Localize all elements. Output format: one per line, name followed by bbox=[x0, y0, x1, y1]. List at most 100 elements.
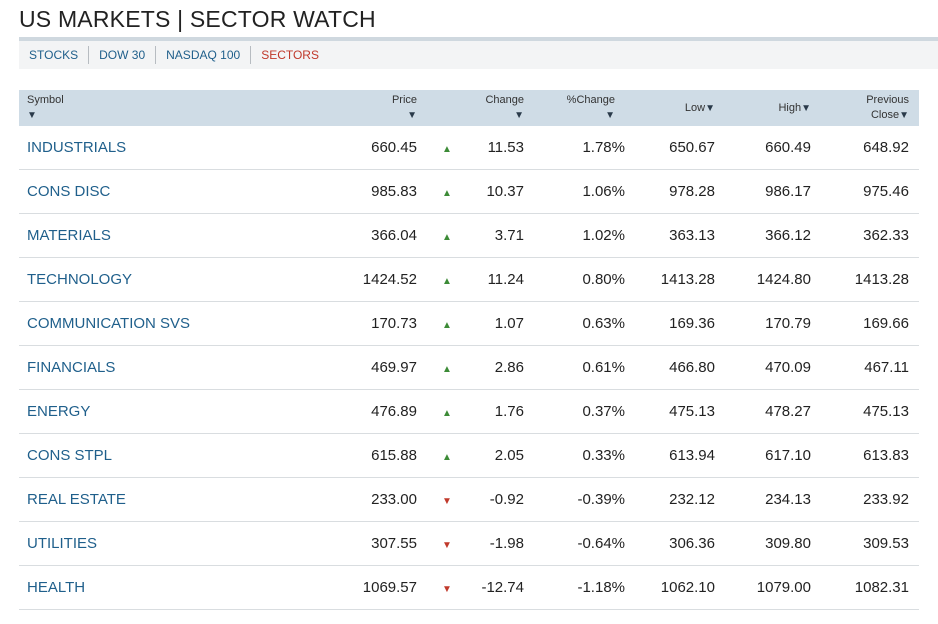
high-cell: 170.79 bbox=[765, 315, 811, 332]
pct-change-cell: 0.37% bbox=[582, 403, 625, 420]
header-low[interactable]: Low▼ bbox=[645, 101, 715, 116]
header-symbol[interactable]: Symbol ▼ bbox=[27, 93, 64, 123]
sort-down-arrow-icon: ▼ bbox=[27, 110, 37, 121]
nav-dow30[interactable]: DOW 30 bbox=[89, 46, 157, 64]
nav-nasdaq100[interactable]: NASDAQ 100 bbox=[156, 46, 252, 64]
sector-symbol-link[interactable]: COMMUNICATION SVS bbox=[27, 315, 191, 332]
table-row: MATERIALS 366.04 ▲ 3.71 1.02% 363.13 366.12 362… bbox=[19, 214, 919, 258]
pct-change-cell: 0.61% bbox=[582, 359, 625, 376]
previous-close-cell: 475.13 bbox=[863, 403, 909, 420]
high-cell: 366.12 bbox=[765, 227, 811, 244]
header-change[interactable]: Change ▼ bbox=[467, 93, 524, 123]
pct-change-cell: 1.02% bbox=[582, 227, 625, 244]
change-cell: 11.24 bbox=[487, 271, 524, 288]
header-high-label: High bbox=[778, 102, 802, 114]
header-price[interactable]: Price ▼ bbox=[377, 93, 417, 123]
low-cell: 169.36 bbox=[669, 315, 715, 332]
header-symbol-label: Symbol bbox=[27, 94, 64, 106]
triangle-up-icon: ▲ bbox=[442, 408, 452, 419]
table-row: ENERGY 476.89 ▲ 1.76 0.37% 475.13 478.27 475.13 bbox=[19, 390, 919, 434]
triangle-down-icon: ▼ bbox=[442, 496, 452, 507]
price-cell: 233.00 bbox=[371, 491, 417, 508]
triangle-up-icon: ▲ bbox=[442, 364, 452, 375]
header-low-label: Low bbox=[684, 102, 706, 114]
change-cell: 3.71 bbox=[494, 227, 524, 244]
pct-change-cell: 1.06% bbox=[582, 183, 625, 200]
sort-down-arrow-icon: ▼ bbox=[514, 110, 524, 121]
sector-symbol-link[interactable]: CONS DISC bbox=[27, 183, 111, 200]
sector-symbol-link[interactable]: INDUSTRIALS bbox=[27, 139, 127, 156]
sector-symbol-link[interactable]: TECHNOLOGY bbox=[27, 271, 133, 288]
nav-stocks[interactable]: STOCKS bbox=[19, 46, 90, 64]
pct-change-cell: 0.33% bbox=[582, 447, 625, 464]
sort-down-arrow-icon: ▼ bbox=[801, 103, 811, 114]
price-cell: 660.45 bbox=[371, 139, 417, 156]
change-cell: 2.86 bbox=[494, 359, 524, 376]
previous-close-cell: 467.11 bbox=[864, 359, 909, 376]
previous-close-cell: 1413.28 bbox=[854, 271, 909, 288]
triangle-down-icon: ▼ bbox=[442, 584, 452, 595]
header-price-label: Price bbox=[391, 94, 417, 106]
table-row: CONS STPL 615.88 ▲ 2.05 0.33% 613.94 617.10 613… bbox=[19, 434, 919, 478]
low-cell: 306.36 bbox=[669, 535, 715, 552]
sector-symbol-link[interactable]: FINANCIALS bbox=[27, 359, 116, 376]
table-row: INDUSTRIALS 660.45 ▲ 11.53 1.78% 650.67 660.49… bbox=[19, 126, 919, 170]
price-cell: 170.73 bbox=[371, 315, 417, 332]
pct-change-cell: 1.78% bbox=[582, 139, 625, 156]
low-cell: 232.12 bbox=[669, 491, 715, 508]
header-change-label: Change bbox=[485, 94, 524, 106]
high-cell: 986.17 bbox=[765, 183, 811, 200]
high-cell: 470.09 bbox=[765, 359, 811, 376]
sort-down-arrow-icon: ▼ bbox=[407, 110, 417, 121]
change-cell: 11.53 bbox=[487, 139, 524, 156]
pct-change-cell: -1.18% bbox=[577, 579, 625, 596]
header-pct-change-label: %Change bbox=[566, 94, 615, 106]
price-cell: 985.83 bbox=[371, 183, 417, 200]
previous-close-cell: 233.92 bbox=[863, 491, 909, 508]
header-previous-label: Previous bbox=[866, 94, 909, 106]
high-cell: 478.27 bbox=[765, 403, 811, 420]
change-cell: 2.05 bbox=[494, 447, 524, 464]
triangle-up-icon: ▲ bbox=[442, 276, 452, 287]
sector-symbol-link[interactable]: CONS STPL bbox=[27, 447, 113, 464]
low-cell: 1413.28 bbox=[660, 271, 715, 288]
table-row: HEALTH 1069.57 ▼ -12.74 -1.18% 1062.10 1079.00… bbox=[19, 566, 919, 610]
header-high[interactable]: High▼ bbox=[739, 101, 811, 116]
change-cell: 10.37 bbox=[486, 183, 524, 200]
sort-down-arrow-icon: ▼ bbox=[605, 110, 615, 121]
change-cell: 1.76 bbox=[494, 403, 524, 420]
triangle-up-icon: ▲ bbox=[442, 144, 452, 155]
header-previous-close[interactable]: Previous Close▼ bbox=[839, 93, 909, 123]
low-cell: 650.67 bbox=[669, 139, 715, 156]
sort-down-arrow-icon: ▼ bbox=[899, 110, 909, 121]
nav-sectors[interactable]: SECTORS bbox=[261, 48, 319, 62]
triangle-up-icon: ▲ bbox=[442, 188, 452, 199]
change-cell: -0.92 bbox=[489, 491, 524, 508]
sector-table: Symbol ▼ Price ▼ Change ▼ %Change ▼ Low▼… bbox=[19, 90, 919, 610]
price-cell: 1069.57 bbox=[362, 579, 417, 596]
previous-close-cell: 309.53 bbox=[863, 535, 909, 552]
high-cell: 1079.00 bbox=[756, 579, 811, 596]
price-cell: 307.55 bbox=[371, 535, 417, 552]
table-row: CONS DISC 985.83 ▲ 10.37 1.06% 978.28 986.17 97… bbox=[19, 170, 919, 214]
price-cell: 615.88 bbox=[371, 447, 417, 464]
low-cell: 613.94 bbox=[669, 447, 715, 464]
header-close-label: Close bbox=[870, 109, 900, 121]
sector-symbol-link[interactable]: HEALTH bbox=[27, 579, 86, 596]
header-pct-change[interactable]: %Change ▼ bbox=[554, 93, 615, 123]
page-title: US MARKETS | SECTOR WATCH bbox=[19, 6, 376, 32]
sector-symbol-link[interactable]: MATERIALS bbox=[27, 227, 111, 244]
sector-symbol-link[interactable]: ENERGY bbox=[27, 403, 91, 420]
pct-change-cell: -0.39% bbox=[577, 491, 625, 508]
high-cell: 1424.80 bbox=[756, 271, 811, 288]
sector-symbol-link[interactable]: UTILITIES bbox=[27, 535, 98, 552]
low-cell: 363.13 bbox=[669, 227, 715, 244]
market-subnav: STOCKS DOW 30 NASDAQ 100 SECTORS bbox=[19, 41, 938, 69]
triangle-up-icon: ▲ bbox=[442, 232, 452, 243]
previous-close-cell: 362.33 bbox=[863, 227, 909, 244]
high-cell: 617.10 bbox=[765, 447, 811, 464]
table-header: Symbol ▼ Price ▼ Change ▼ %Change ▼ Low▼… bbox=[19, 90, 919, 126]
sector-symbol-link[interactable]: REAL ESTATE bbox=[27, 491, 126, 508]
pct-change-cell: -0.64% bbox=[577, 535, 625, 552]
low-cell: 466.80 bbox=[669, 359, 715, 376]
